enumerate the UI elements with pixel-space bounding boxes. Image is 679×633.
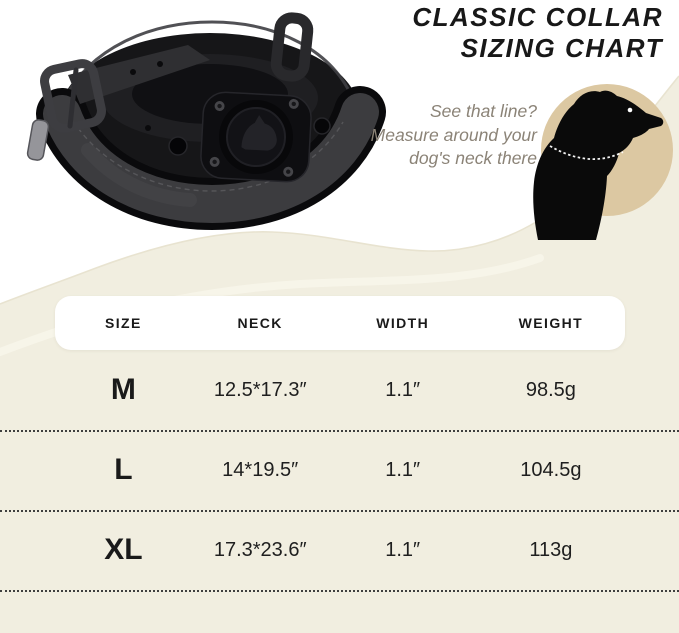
dog-head-silhouette-icon xyxy=(533,84,673,241)
neck-value: 17.3*23.6″ xyxy=(213,538,307,561)
neck-value: 14*19.5″ xyxy=(222,458,299,481)
note-line-3: dog's neck there xyxy=(409,148,537,168)
width-value: 1.1″ xyxy=(385,378,421,401)
measuring-note: See that line? Measure around your dog's… xyxy=(371,100,537,171)
engraved-dog-icon xyxy=(241,115,277,151)
title-line-1: CLASSIC COLLAR xyxy=(412,2,663,32)
dog-eye-dot xyxy=(627,107,633,113)
rivet xyxy=(313,117,331,135)
stitching-line xyxy=(77,121,344,192)
buckle-metal-pin xyxy=(26,119,50,161)
airtag-holder xyxy=(200,91,312,183)
note-line-2: Measure around your xyxy=(370,124,537,145)
weight-value: 98.5g xyxy=(525,378,576,401)
note-line-1: See that line? xyxy=(429,101,537,121)
collar-strap-end xyxy=(68,45,210,104)
buckle-frame xyxy=(40,59,106,133)
page-title: CLASSIC COLLAR SIZING CHART xyxy=(412,2,663,64)
column-header-weight: WEIGHT xyxy=(518,315,584,331)
neck-value: 12.5*17.3″ xyxy=(213,378,307,401)
keeper-loop xyxy=(270,12,314,82)
size-value: M xyxy=(110,373,136,406)
collar-product-image xyxy=(26,12,386,231)
size-value: L xyxy=(114,453,133,486)
column-header-size: SIZE xyxy=(105,315,142,331)
table-row-l: L 14*19.5″ 1.1″ 104.5g xyxy=(0,430,679,512)
table-row-xl: XL 17.3*23.6″ 1.1″ 113g xyxy=(0,510,679,592)
weight-value: 104.5g xyxy=(520,458,582,481)
weight-value: 113g xyxy=(529,538,573,561)
table-row-m: M 12.5*17.3″ 1.1″ 98.5g xyxy=(0,350,679,432)
screw-icons xyxy=(209,98,299,177)
table-header-row: SIZE NECK WIDTH WEIGHT xyxy=(55,296,625,350)
rivet xyxy=(168,136,188,156)
column-header-width: WIDTH xyxy=(376,315,430,331)
column-header-neck: NECK xyxy=(237,315,283,331)
width-value: 1.1″ xyxy=(385,538,421,561)
size-value: XL xyxy=(104,533,143,566)
width-value: 1.1″ xyxy=(385,458,421,481)
title-line-2: SIZING CHART xyxy=(460,33,663,63)
